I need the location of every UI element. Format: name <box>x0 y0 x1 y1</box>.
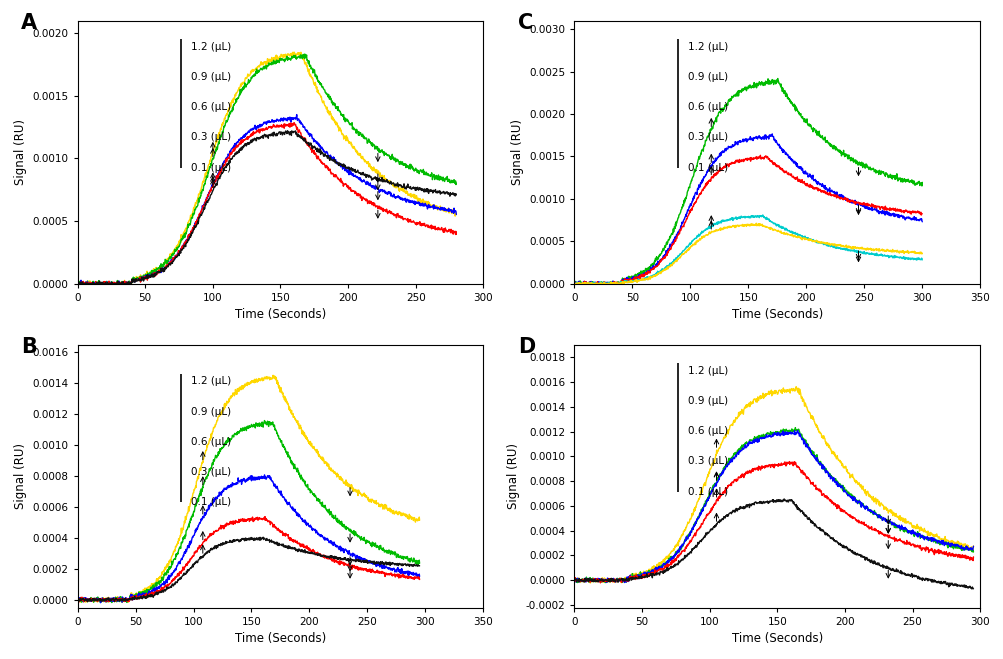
Y-axis label: Signal (RU): Signal (RU) <box>511 119 524 185</box>
Text: 0.1 (μL): 0.1 (μL) <box>191 163 231 173</box>
X-axis label: Time (Seconds): Time (Seconds) <box>731 308 822 321</box>
Text: 0.9 (μL): 0.9 (μL) <box>687 72 727 82</box>
Text: 1.2 (μL): 1.2 (μL) <box>687 366 727 376</box>
Text: B: B <box>21 337 37 357</box>
Text: D: D <box>518 337 535 357</box>
Text: 0.6 (μL): 0.6 (μL) <box>191 437 231 447</box>
Text: 0.1 (μL): 0.1 (μL) <box>191 497 231 507</box>
Text: 0.6 (μL): 0.6 (μL) <box>687 102 727 112</box>
Text: 0.1 (μL): 0.1 (μL) <box>687 163 727 173</box>
Text: 0.6 (μL): 0.6 (μL) <box>191 102 231 112</box>
Text: 0.9 (μL): 0.9 (μL) <box>191 407 231 416</box>
Text: 0.3 (μL): 0.3 (μL) <box>191 132 231 142</box>
X-axis label: Time (Seconds): Time (Seconds) <box>235 308 326 321</box>
Text: 0.1 (μL): 0.1 (μL) <box>687 486 727 497</box>
Text: 1.2 (μL): 1.2 (μL) <box>191 376 232 386</box>
X-axis label: Time (Seconds): Time (Seconds) <box>731 632 822 645</box>
Text: C: C <box>518 13 533 33</box>
Y-axis label: Signal (RU): Signal (RU) <box>14 443 27 509</box>
Text: A: A <box>21 13 37 33</box>
Text: 0.3 (μL): 0.3 (μL) <box>191 467 231 477</box>
Text: 0.6 (μL): 0.6 (μL) <box>687 426 727 436</box>
Text: 0.3 (μL): 0.3 (μL) <box>687 457 727 467</box>
Text: 1.2 (μL): 1.2 (μL) <box>191 42 232 52</box>
X-axis label: Time (Seconds): Time (Seconds) <box>235 632 326 645</box>
Text: 1.2 (μL): 1.2 (μL) <box>687 42 727 52</box>
Text: 0.9 (μL): 0.9 (μL) <box>687 396 727 406</box>
Text: 0.3 (μL): 0.3 (μL) <box>687 132 727 142</box>
Text: 0.9 (μL): 0.9 (μL) <box>191 72 231 82</box>
Y-axis label: Signal (RU): Signal (RU) <box>507 443 520 509</box>
Y-axis label: Signal (RU): Signal (RU) <box>14 119 27 185</box>
